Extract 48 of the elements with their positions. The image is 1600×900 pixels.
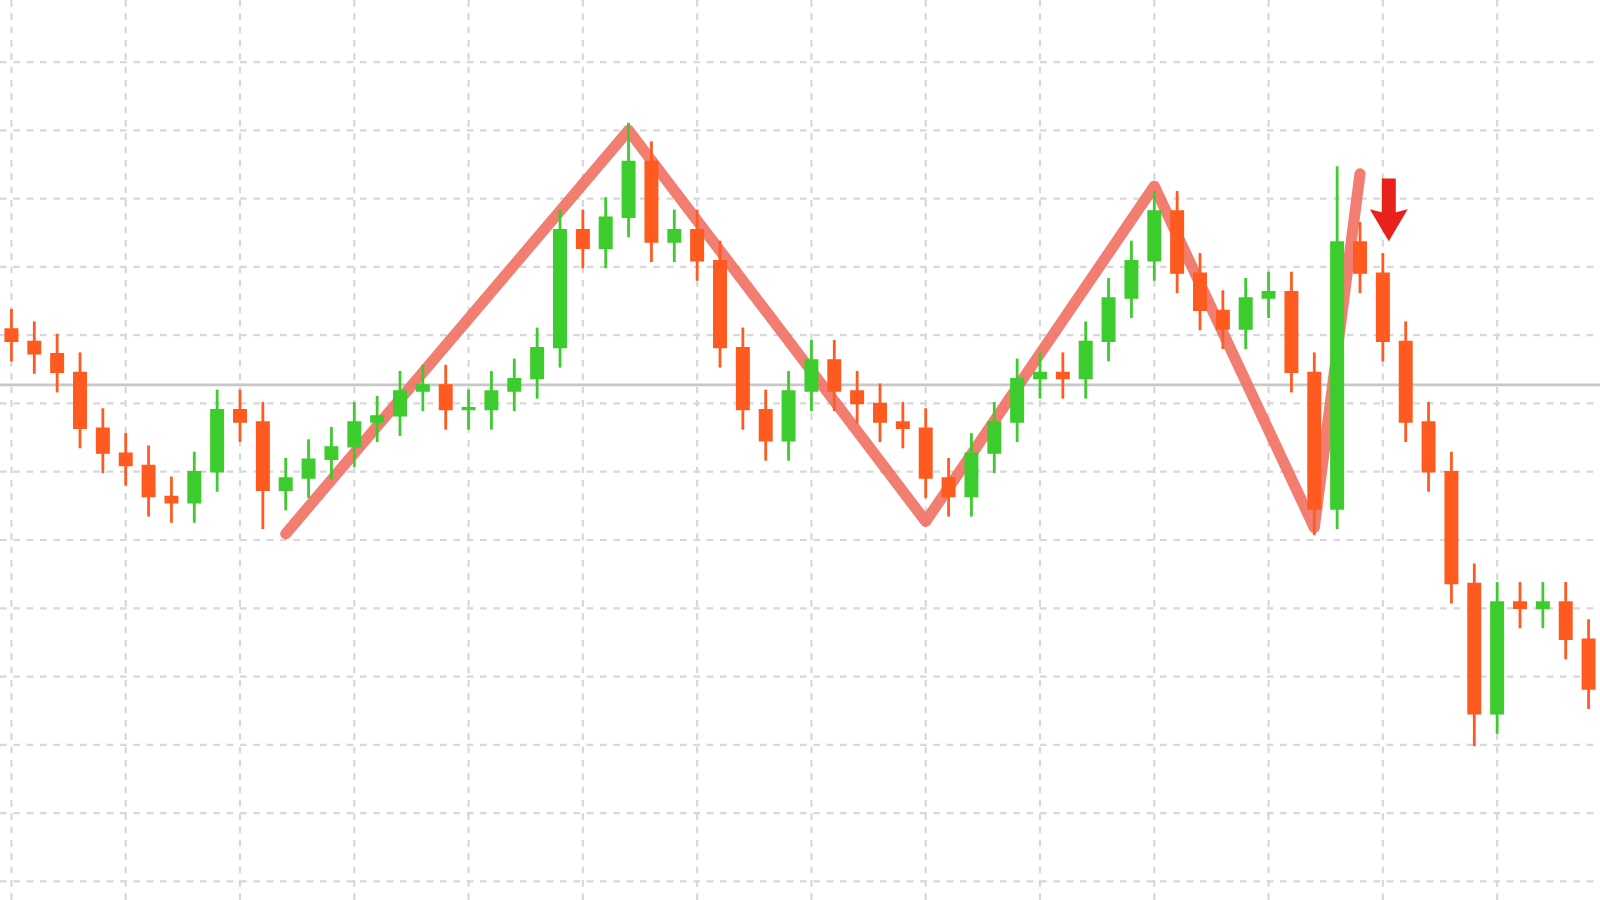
candlestick: [1010, 358, 1025, 443]
candlestick: [1558, 582, 1573, 660]
candlestick: [4, 308, 19, 362]
candlestick: [187, 451, 202, 523]
candlestick: [1261, 271, 1276, 318]
candlestick: [1193, 253, 1207, 331]
candlestick: [1535, 582, 1550, 629]
candlestick: [415, 364, 430, 412]
candlestick: [1353, 222, 1367, 294]
candlestick: [1124, 240, 1139, 318]
candlestick: [1215, 290, 1230, 349]
candlestick: [484, 371, 499, 430]
candlestick: [941, 457, 956, 517]
candlestick: [667, 209, 682, 263]
candlestick: [164, 476, 179, 523]
candlestick: [393, 371, 407, 436]
candlestick: [347, 402, 362, 467]
candlestick: [141, 445, 156, 517]
candlestick: [1055, 352, 1070, 399]
candlestick: [233, 389, 247, 443]
candlestick: [438, 364, 453, 430]
candlestick: [301, 439, 316, 498]
candlestick: [95, 408, 110, 474]
candlestick: [575, 209, 590, 269]
candlestick: [461, 389, 476, 430]
candlestick: [758, 389, 773, 461]
candlestick: [1238, 277, 1253, 349]
candlestick: [873, 383, 887, 443]
candlestick: [324, 426, 339, 480]
candlestick: [1078, 321, 1093, 399]
candlestick: [50, 333, 65, 393]
candlestick: [598, 197, 613, 269]
candlestick: [690, 209, 705, 281]
candlestick: [507, 358, 522, 412]
candlestick: [850, 371, 865, 424]
candlestick: [804, 339, 819, 412]
candlestick: [964, 433, 979, 517]
candlestick: [895, 402, 910, 449]
candlestick: [1101, 277, 1116, 362]
candlestick: [118, 433, 133, 486]
candlestick: [1033, 352, 1047, 399]
candlestick: [370, 395, 385, 443]
candlestick: [1513, 582, 1527, 629]
candlestick: [987, 402, 1002, 474]
candlestick: [278, 457, 293, 511]
candlestick: [27, 321, 42, 374]
candlestick: [827, 339, 842, 412]
candlestick: [530, 327, 545, 399]
